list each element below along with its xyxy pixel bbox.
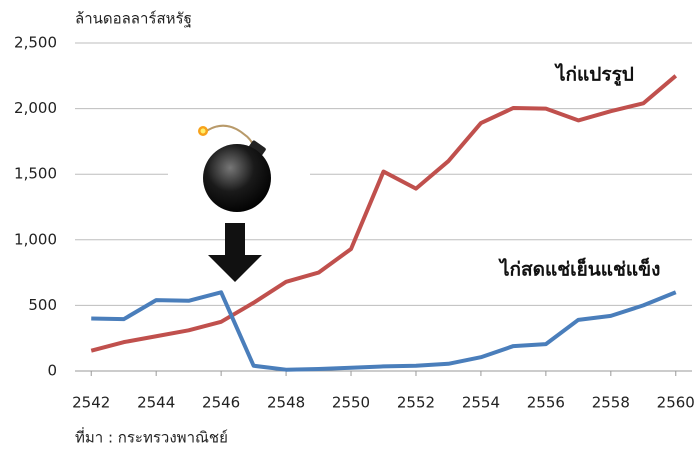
y-tick-label: 500 [28,296,57,314]
x-tick-label: 2542 [72,394,110,412]
source: ที่มา : กระทรวงพาณิชย์ [75,427,228,447]
x-tick-label: 2560 [657,394,695,412]
x-tick-label: 2558 [592,394,630,412]
series-line [91,290,677,372]
x-tick-label: 2548 [267,394,305,412]
arrow-icon [208,223,262,282]
x-tick-label: 2546 [202,394,240,412]
series-label: ไก่แปรรูป [554,63,634,87]
y-tick-label: 2,500 [14,34,57,52]
y-tick-label: 0 [47,362,57,380]
series-label: ไก่สดแช่เย็นแช่แข็ง [498,257,660,281]
y-tick-label: 2,000 [14,99,57,117]
grid-layer [75,42,692,376]
bomb-icon [198,124,271,212]
x-tick-label: 2544 [137,394,175,412]
series-line [90,74,678,353]
y-tick-label: 1,500 [14,165,57,183]
x-tick-label: 2552 [397,394,435,412]
x-tick-label: 2556 [527,394,565,412]
y-tick-label: 1,000 [14,230,57,248]
x-tick-label: 2554 [462,394,500,412]
y-axis-label: ล้านดอลลาร์สหรัฐ [75,10,192,28]
x-tick-label: 2550 [332,394,370,412]
